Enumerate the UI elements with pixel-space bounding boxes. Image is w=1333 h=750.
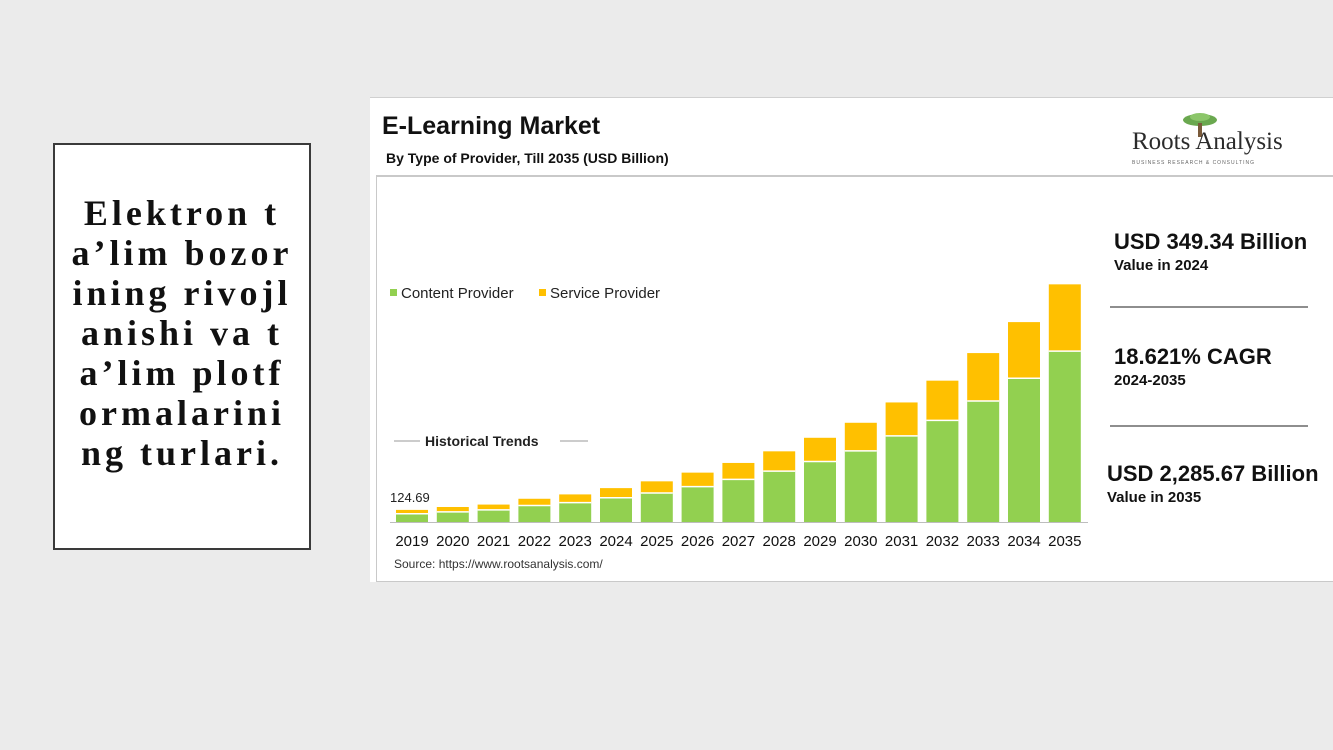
source-text: Source: https://www.rootsanalysis.com/ [394, 557, 603, 571]
stat-divider-2 [1110, 425, 1308, 427]
chart-subtitle: By Type of Provider, Till 2035 (USD Bill… [386, 150, 669, 166]
x-tick-label-2030: 2030 [844, 533, 877, 550]
bar-content-provider-2027 [722, 479, 755, 522]
stat-value-2024: USD 349.34 Billion Value in 2024 [1114, 229, 1307, 274]
bar-service-provider-2022 [518, 498, 551, 506]
bar-content-provider-2031 [885, 435, 918, 522]
stat-cagr-label: 2024-2035 [1114, 372, 1186, 389]
bar-content-provider-2025 [640, 492, 673, 522]
stat-divider-1 [1110, 306, 1308, 308]
bar-service-provider-2033 [967, 353, 1000, 401]
bar-content-provider-2035 [1048, 351, 1081, 522]
x-tick-label-2024: 2024 [599, 533, 632, 550]
legend-swatch-service-provider [539, 289, 546, 296]
stat-2024-label: Value in 2024 [1114, 257, 1209, 274]
bar-content-provider-2021 [477, 509, 510, 522]
bar-content-provider-2023 [559, 502, 592, 522]
x-tick-label-2022: 2022 [518, 533, 551, 550]
x-tick-label-2026: 2026 [681, 533, 714, 550]
bar-service-provider-2023 [559, 494, 592, 503]
x-tick-label-2032: 2032 [926, 533, 959, 550]
bar-service-provider-2029 [804, 437, 836, 462]
x-tick-label-2023: 2023 [559, 533, 592, 550]
bar-service-provider-2032 [926, 380, 959, 421]
slide-heading: Elektron ta’lim bozorining rivojlanishi … [71, 193, 293, 473]
x-axis: 2019 2020 2021 2022 2023 2024 2025 2026 2027 2028… [390, 522, 1088, 550]
legend: Content Provider Service Provider [390, 285, 660, 302]
bar-content-provider-2034 [1008, 378, 1040, 522]
x-tick-label-2033: 2033 [967, 533, 1000, 550]
historical-trends-marker: Historical Trends [394, 433, 588, 449]
bar-service-provider-2030 [844, 422, 877, 451]
slide-text-box: Elektron ta’lim bozorining rivojlanishi … [53, 143, 311, 550]
bar-service-provider-2035 [1048, 284, 1081, 352]
bar-service-provider-2024 [600, 488, 632, 498]
bar-service-provider-2027 [722, 462, 755, 480]
x-tick-label-2034: 2034 [1007, 533, 1040, 550]
x-tick-label-2031: 2031 [885, 533, 918, 550]
bar-content-provider-2033 [967, 401, 1000, 522]
legend-label-content-provider: Content Provider [401, 285, 514, 302]
bar-content-provider-2026 [681, 486, 714, 522]
x-tick-label-2029: 2029 [803, 533, 836, 550]
header-divider [376, 175, 1333, 177]
roots-analysis-logo: Roots Analysis BUSINESS RESEARCH & CONSU… [1130, 112, 1310, 170]
chart-panel: E-Learning Market By Type of Provider, T… [370, 97, 1333, 582]
x-tick-label-2025: 2025 [640, 533, 673, 550]
logo-text: Roots Analysis [1132, 128, 1283, 155]
x-tick-label-2027: 2027 [722, 533, 755, 550]
legend-swatch-content-provider [390, 289, 397, 296]
stat-2035-label: Value in 2035 [1107, 489, 1202, 506]
historical-trends-label: Historical Trends [425, 433, 539, 449]
tree-icon [1183, 113, 1217, 137]
chart-title: E-Learning Market [382, 112, 601, 140]
bar-content-provider-2032 [926, 420, 959, 522]
bar-content-provider-2028 [763, 471, 796, 522]
bar-service-provider-2028 [763, 451, 796, 472]
bar-content-provider-2020 [436, 511, 469, 522]
bar-service-provider-2020 [436, 506, 469, 512]
legend-label-service-provider: Service Provider [550, 285, 660, 302]
logo-tagline: BUSINESS RESEARCH & CONSULTING [1132, 160, 1255, 166]
bar-content-provider-2022 [518, 505, 551, 522]
stacked-bar-chart: 2019 2020 2021 2022 2023 2024 2025 2026 2027 2028… [390, 284, 1088, 571]
bar-service-provider-2021 [477, 504, 510, 510]
bar-content-provider-2024 [600, 497, 632, 522]
data-label-2019: 124.69 [390, 490, 430, 505]
stat-cagr-value: 18.621% CAGR [1114, 344, 1272, 369]
bar-content-provider-2030 [844, 450, 877, 522]
bar-service-provider-2019 [396, 509, 428, 514]
chart-frame [376, 177, 1333, 582]
bar-service-provider-2031 [885, 402, 918, 436]
bar-service-provider-2034 [1008, 322, 1040, 379]
stat-value-2035: USD 2,285.67 Billion Value in 2035 [1107, 461, 1319, 506]
bar-service-provider-2026 [681, 472, 714, 487]
stat-cagr: 18.621% CAGR 2024-2035 [1114, 344, 1272, 389]
x-tick-label-2019: 2019 [395, 533, 428, 550]
x-tick-label-2028: 2028 [763, 533, 796, 550]
x-tick-label-2021: 2021 [477, 533, 510, 550]
bar-content-provider-2019 [396, 513, 428, 522]
x-tick-label-2020: 2020 [436, 533, 469, 550]
stat-2035-value: USD 2,285.67 Billion [1107, 461, 1319, 486]
bars-group [396, 284, 1081, 522]
x-tick-label-2035: 2035 [1048, 533, 1081, 550]
bar-content-provider-2029 [804, 461, 836, 522]
bar-service-provider-2025 [640, 481, 673, 493]
stat-2024-value: USD 349.34 Billion [1114, 229, 1308, 254]
